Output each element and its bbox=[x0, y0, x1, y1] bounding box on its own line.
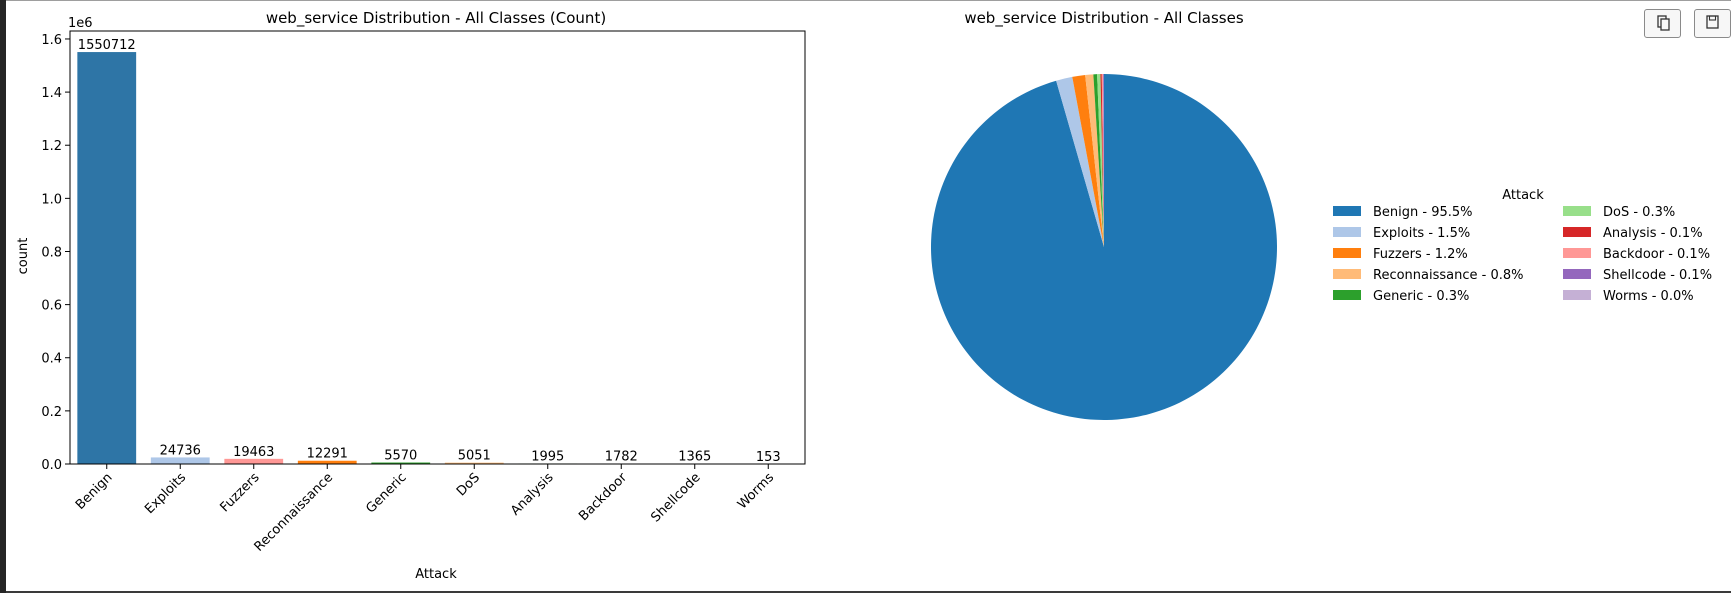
legend-swatch bbox=[1563, 290, 1591, 300]
legend-swatch bbox=[1333, 227, 1361, 237]
y-axis-ticks: 0.0 0.2 0.4 0.6 0.8 1.0 1.2 1.4 1.6 bbox=[41, 33, 70, 473]
bar-benign bbox=[77, 52, 137, 465]
x-tick-label: Shellcode bbox=[648, 470, 703, 525]
bar-exploits bbox=[150, 457, 210, 464]
x-tick-label: DoS bbox=[454, 470, 483, 499]
x-tick-label: Reconnaissance bbox=[252, 470, 337, 555]
legend-label: DoS - 0.3% bbox=[1603, 205, 1675, 220]
legend-label: Generic - 0.3% bbox=[1373, 289, 1469, 304]
legend-label: Benign - 95.5% bbox=[1373, 205, 1473, 220]
legend-label: Backdoor - 0.1% bbox=[1603, 247, 1710, 262]
bar-data-label: 19463 bbox=[233, 445, 274, 460]
bar-data-label: 24736 bbox=[160, 443, 201, 458]
pie-slice-shellcode bbox=[1102, 74, 1104, 247]
copy-icon bbox=[1657, 15, 1670, 31]
pie-slice-dos bbox=[1097, 74, 1104, 247]
x-tick-label: Generic bbox=[363, 470, 409, 516]
bar-dos bbox=[444, 462, 504, 464]
legend-item: Shellcode - 0.1% bbox=[1563, 268, 1712, 283]
pie-slice-reconnaissance bbox=[1085, 74, 1104, 248]
legend-label: Exploits - 1.5% bbox=[1373, 226, 1470, 241]
y-tick-label: 0.8 bbox=[41, 245, 62, 260]
legend-item: Benign - 95.5% bbox=[1333, 205, 1473, 220]
legend-item: Exploits - 1.5% bbox=[1333, 226, 1470, 241]
bar-chart-title: web_service Distribution - All Classes (… bbox=[266, 9, 606, 28]
copy-button[interactable] bbox=[1644, 9, 1681, 38]
bar-data-label: 1365 bbox=[678, 450, 711, 465]
legend-swatch bbox=[1563, 269, 1591, 279]
y-tick-label: 0.6 bbox=[41, 299, 62, 314]
legend-item: Analysis - 0.1% bbox=[1563, 226, 1703, 241]
legend-swatch bbox=[1333, 290, 1361, 300]
x-tick-label: Benign bbox=[73, 470, 116, 513]
y-tick-label: 0.2 bbox=[41, 405, 62, 420]
legend-item: Generic - 0.3% bbox=[1333, 289, 1469, 304]
legend-swatch bbox=[1563, 248, 1591, 258]
legend-label: Analysis - 0.1% bbox=[1603, 226, 1703, 241]
x-tick-label: Analysis bbox=[508, 470, 557, 519]
bar-data-label: 153 bbox=[756, 450, 781, 465]
legend: Benign - 95.5% Exploits - 1.5% Fuzzers - 1… bbox=[1333, 205, 1712, 304]
bar-data-label: 12291 bbox=[307, 447, 348, 462]
bar-reconnaissance bbox=[297, 460, 357, 464]
bar-generic bbox=[371, 462, 431, 464]
pie-chart-title: web_service Distribution - All Classes bbox=[964, 9, 1244, 28]
legend-item: Reconnaissance - 0.8% bbox=[1333, 268, 1523, 283]
y-tick-label: 1.0 bbox=[41, 192, 62, 207]
legend-swatch bbox=[1563, 227, 1591, 237]
legend-label: Worms - 0.0% bbox=[1603, 289, 1694, 304]
bar-data-label: 1995 bbox=[531, 449, 564, 464]
window-top-border bbox=[6, 0, 1731, 1]
window-left-edge bbox=[0, 0, 6, 593]
pie-slice-exploits bbox=[1056, 76, 1104, 247]
legend-item: Worms - 0.0% bbox=[1563, 289, 1694, 304]
pie-chart: web_service Distribution - All Classes A… bbox=[930, 9, 1712, 420]
bar-data-label: 5570 bbox=[384, 449, 417, 464]
legend-label: Shellcode - 0.1% bbox=[1603, 268, 1712, 283]
pie-slice-backdoor bbox=[1101, 74, 1104, 247]
legend-swatch bbox=[1333, 206, 1361, 216]
legend-swatch bbox=[1563, 206, 1591, 216]
x-tick-label: Backdoor bbox=[576, 470, 630, 524]
legend-label: Fuzzers - 1.2% bbox=[1373, 247, 1468, 262]
legend-label: Reconnaissance - 0.8% bbox=[1373, 268, 1523, 283]
pie-slice-fuzzers bbox=[1072, 75, 1104, 247]
pie-slices bbox=[930, 74, 1277, 420]
legend-swatch bbox=[1333, 248, 1361, 258]
save-icon bbox=[1706, 15, 1719, 29]
save-button[interactable] bbox=[1694, 9, 1731, 38]
x-axis-label: Attack bbox=[415, 567, 457, 582]
x-tick-label: Worms bbox=[735, 470, 777, 512]
legend-swatch bbox=[1333, 269, 1361, 279]
pie-slice-analysis bbox=[1100, 74, 1104, 247]
y-tick-label: 1.6 bbox=[41, 33, 62, 48]
y-tick-label: 0.0 bbox=[41, 458, 62, 473]
window-bottom-border bbox=[6, 591, 1731, 593]
y-axis-label: count bbox=[16, 238, 31, 275]
bars bbox=[77, 52, 798, 465]
bar-chart: web_service Distribution - All Classes (… bbox=[16, 9, 806, 582]
legend-item: Fuzzers - 1.2% bbox=[1333, 247, 1468, 262]
plot-area-frame bbox=[69, 30, 806, 465]
pie-slice-generic bbox=[1093, 74, 1104, 247]
legend-item: Backdoor - 0.1% bbox=[1563, 247, 1710, 262]
legend-title: Attack bbox=[1502, 188, 1544, 203]
bar-data-labels: 1550712 24736 19463 12291 5570 5051 1995 1782 13… bbox=[78, 38, 781, 465]
y-offset-label: 1e6 bbox=[68, 16, 93, 31]
bar-data-label: 5051 bbox=[458, 449, 491, 464]
bar-data-label: 1550712 bbox=[78, 38, 136, 53]
bar-data-label: 1782 bbox=[605, 450, 638, 465]
y-tick-label: 0.4 bbox=[41, 352, 62, 367]
y-tick-label: 1.2 bbox=[41, 139, 62, 154]
y-tick-label: 1.4 bbox=[41, 86, 62, 101]
bar-fuzzers bbox=[224, 458, 284, 464]
legend-item: DoS - 0.3% bbox=[1563, 205, 1675, 220]
x-tick-label: Exploits bbox=[142, 470, 189, 517]
x-tick-label: Fuzzers bbox=[217, 470, 262, 515]
